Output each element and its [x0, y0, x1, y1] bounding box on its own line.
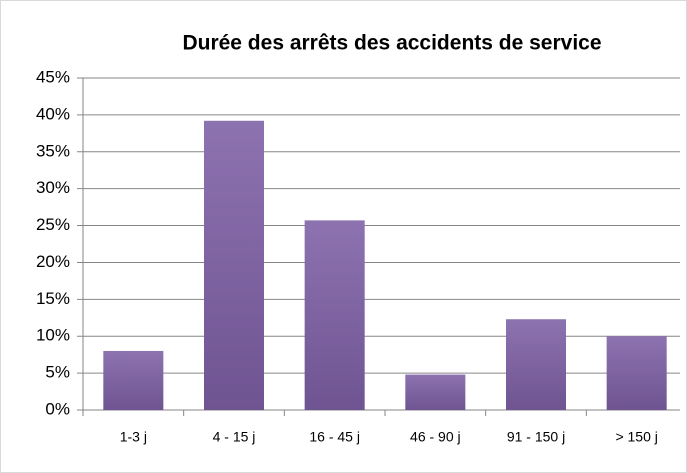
bar-shade: [405, 374, 466, 410]
y-tick-label: 20%: [36, 252, 70, 271]
y-tick-label: 40%: [36, 104, 70, 123]
y-tick-label: 35%: [36, 141, 70, 160]
bar-shade: [103, 350, 164, 410]
y-tick-label: 15%: [36, 289, 70, 308]
bar-shade: [606, 336, 667, 410]
x-tick-label: 1-3 j: [120, 429, 147, 445]
y-tick-label: 30%: [36, 178, 70, 197]
chart-title: Durée des arrêts des accidents de servic…: [182, 32, 601, 55]
y-tick-label: 5%: [45, 363, 70, 382]
bar-shade: [204, 120, 264, 411]
bar-shade: [506, 319, 566, 410]
y-tick-label: 0%: [45, 399, 70, 418]
y-tick-label: 45%: [36, 67, 70, 86]
y-tick-label: 25%: [36, 215, 70, 234]
x-tick-label: 91 - 150 j: [507, 429, 565, 445]
x-tick-label: 46 - 90 j: [410, 429, 461, 445]
x-tick-label: > 150 j: [615, 429, 657, 445]
y-tick-label: 10%: [36, 326, 70, 345]
bar-shade: [304, 220, 365, 410]
x-tick-label: 4 - 15 j: [213, 429, 256, 445]
x-tick-label: 16 - 45 j: [309, 429, 360, 445]
